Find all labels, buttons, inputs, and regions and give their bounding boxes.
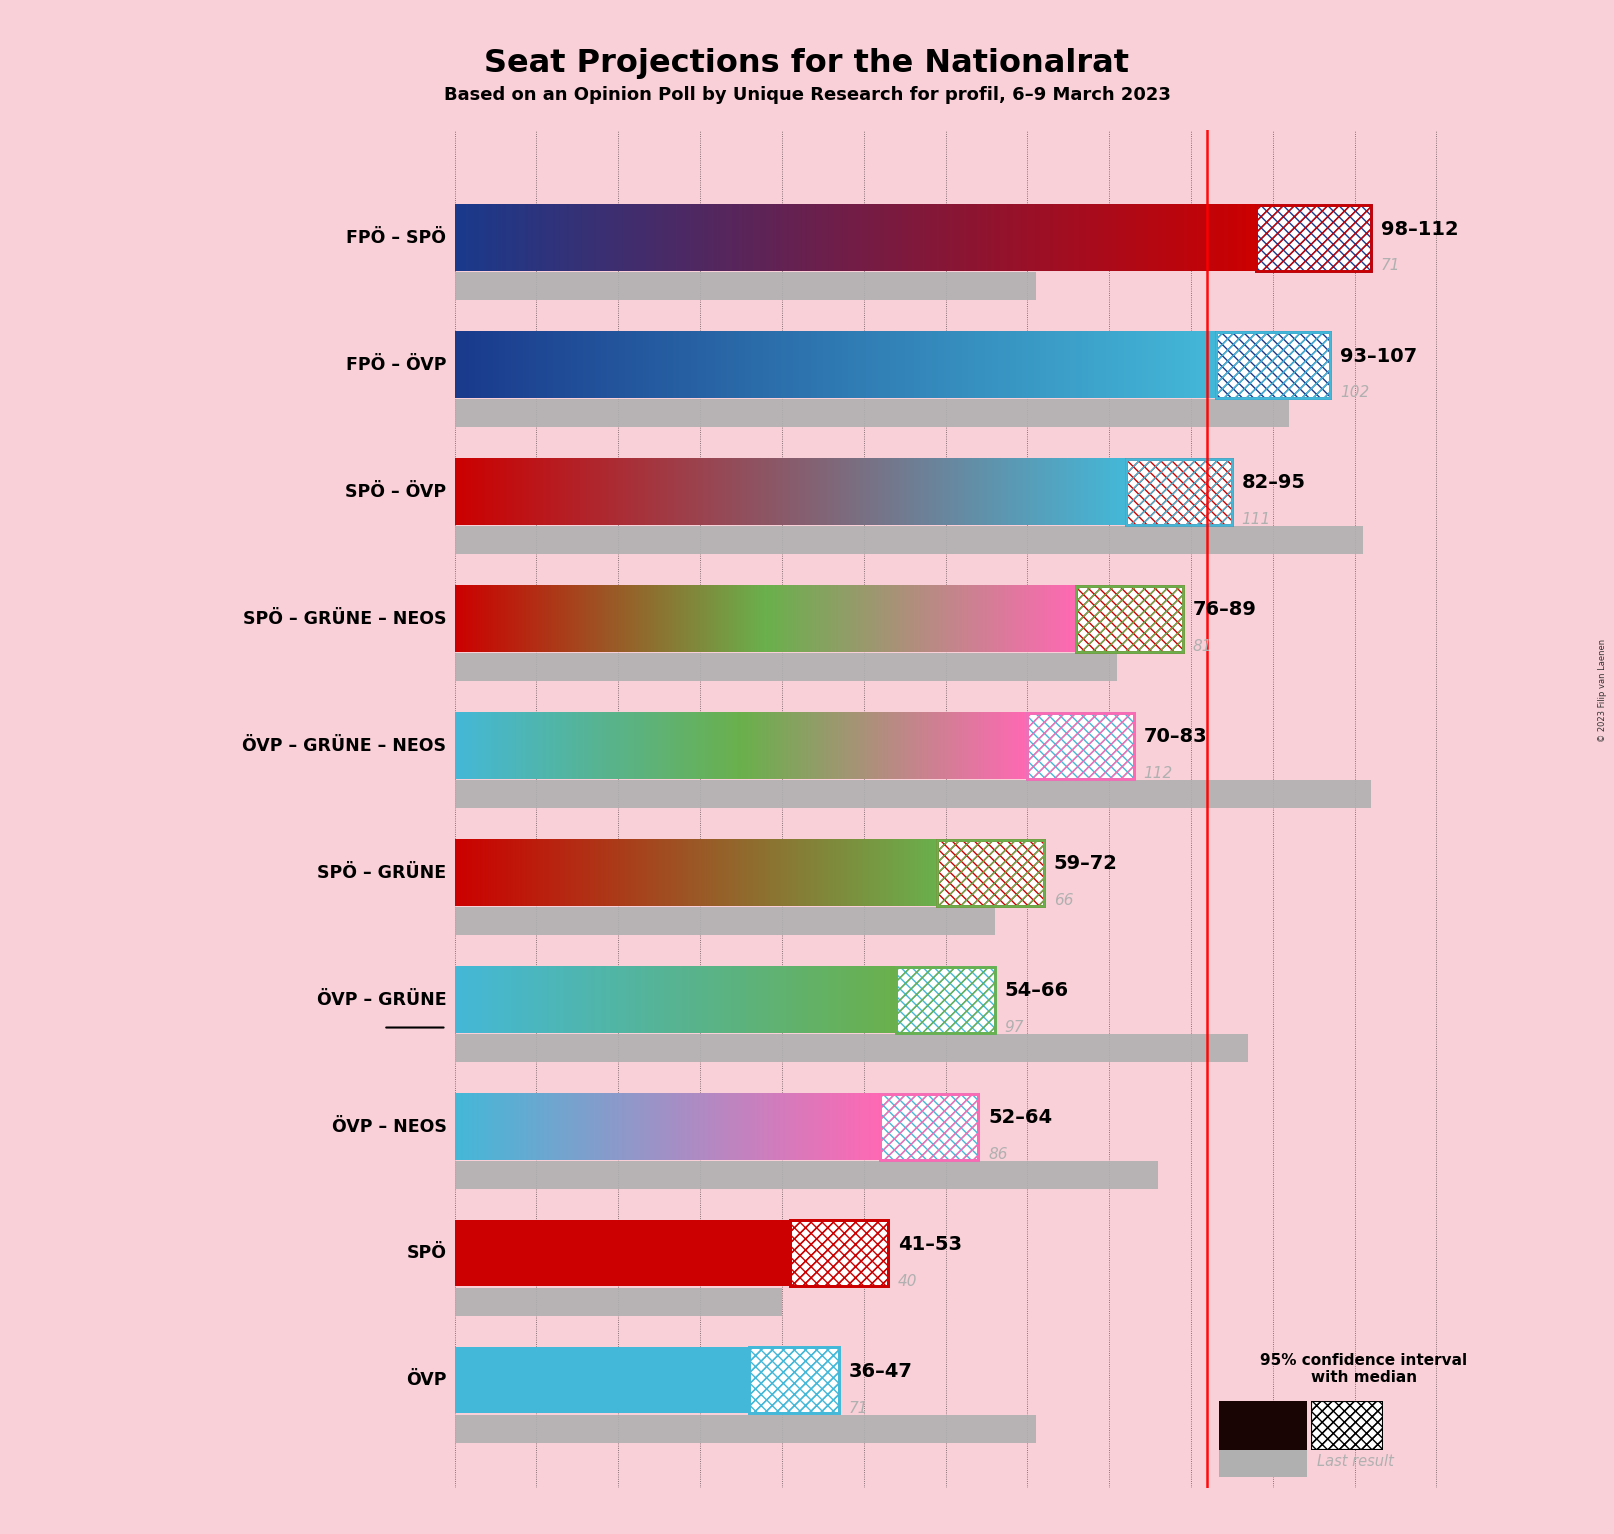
Text: 66: 66 [1054, 893, 1073, 908]
Text: SPÖ – GRÜNE – NEOS: SPÖ – GRÜNE – NEOS [242, 611, 447, 627]
Text: Seat Projections for the Nationalrat: Seat Projections for the Nationalrat [484, 48, 1130, 78]
Bar [455, 907, 994, 934]
Text: 70–83: 70–83 [1144, 727, 1207, 747]
Bar [896, 966, 994, 1032]
Bar [455, 1221, 791, 1287]
Text: 111: 111 [1241, 512, 1270, 528]
Bar [1215, 331, 1330, 397]
Bar [455, 653, 1117, 681]
Bar [880, 1094, 978, 1160]
Text: 52–64: 52–64 [988, 1108, 1052, 1127]
Text: 86: 86 [988, 1147, 1007, 1161]
Bar [1028, 713, 1133, 779]
Bar [455, 399, 1290, 426]
Text: 59–72: 59–72 [1054, 854, 1117, 873]
Bar [1215, 331, 1330, 397]
Bar [791, 1221, 888, 1287]
Text: 81: 81 [1193, 640, 1212, 653]
Bar [938, 839, 1044, 905]
Bar [455, 779, 1370, 808]
Text: Based on an Opinion Poll by Unique Research for profil, 6–9 March 2023: Based on an Opinion Poll by Unique Resea… [444, 86, 1170, 104]
Text: ÖVP – GRÜNE – NEOS: ÖVP – GRÜNE – NEOS [242, 736, 447, 755]
Bar [455, 272, 1036, 301]
Bar [938, 839, 1044, 905]
Text: 102: 102 [1340, 385, 1369, 400]
Bar [455, 526, 1362, 554]
Text: SPÖ: SPÖ [407, 1244, 447, 1262]
Bar [896, 966, 994, 1032]
Text: 98–112: 98–112 [1382, 219, 1459, 239]
Text: ÖVP – NEOS: ÖVP – NEOS [331, 1118, 447, 1135]
Bar [455, 1034, 1248, 1062]
Text: 41–53: 41–53 [897, 1235, 962, 1255]
Bar [1256, 206, 1370, 272]
Text: 82–95: 82–95 [1241, 474, 1306, 492]
Text: 36–47: 36–47 [849, 1362, 914, 1381]
Bar [1077, 586, 1183, 652]
Bar [880, 1094, 978, 1160]
Text: SPÖ – ÖVP: SPÖ – ÖVP [345, 483, 447, 500]
Bar [455, 1161, 1159, 1189]
Text: 97: 97 [1004, 1020, 1023, 1035]
Text: 95% confidence interval
with median: 95% confidence interval with median [1261, 1353, 1467, 1385]
Bar [455, 1347, 749, 1413]
Bar [1125, 459, 1231, 525]
Text: SPÖ – GRÜNE: SPÖ – GRÜNE [318, 864, 447, 882]
Bar [749, 1347, 839, 1413]
Text: ÖVP – GRÜNE: ÖVP – GRÜNE [316, 991, 447, 1008]
Bar [1077, 586, 1183, 652]
Text: 71: 71 [1382, 258, 1401, 273]
Bar [1256, 206, 1370, 272]
Bar [1028, 713, 1133, 779]
Text: 71: 71 [849, 1401, 868, 1416]
Bar [455, 1414, 1036, 1442]
Text: ÖVP: ÖVP [405, 1371, 447, 1390]
Text: 40: 40 [897, 1273, 918, 1289]
Bar [749, 1347, 839, 1413]
Bar [1125, 459, 1231, 525]
Text: Last result: Last result [1317, 1454, 1394, 1470]
Text: © 2023 Filip van Laenen: © 2023 Filip van Laenen [1598, 638, 1608, 742]
Bar [455, 1287, 781, 1316]
Bar [791, 1221, 888, 1287]
Text: 54–66: 54–66 [1004, 982, 1068, 1000]
Text: 93–107: 93–107 [1340, 347, 1417, 365]
Text: FPÖ – SPÖ: FPÖ – SPÖ [347, 229, 447, 247]
Text: 76–89: 76–89 [1193, 600, 1257, 620]
Text: 112: 112 [1144, 765, 1173, 781]
Text: FPÖ – ÖVP: FPÖ – ÖVP [345, 356, 447, 374]
